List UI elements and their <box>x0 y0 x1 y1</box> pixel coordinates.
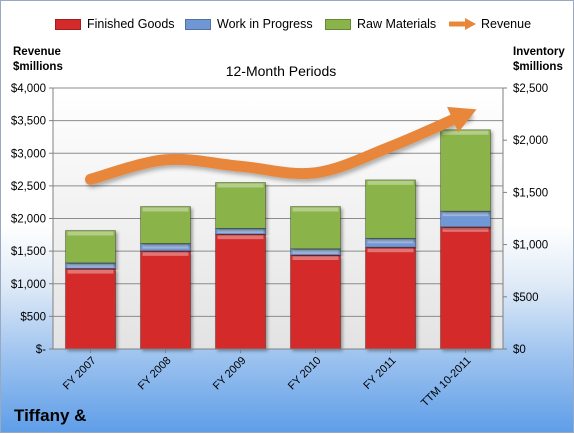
bar-finished-goods <box>440 226 491 350</box>
bar-highlight <box>292 207 339 212</box>
left-axis-title: Revenue $millions <box>13 45 63 75</box>
left-tick-label: $1,000 <box>11 279 46 291</box>
left-tick-label: $2,000 <box>11 214 46 226</box>
bar-finished-goods <box>140 250 191 350</box>
x-tick-label: FY 2011 <box>361 355 398 392</box>
right-axis-title-line-1: Inventory <box>513 46 565 58</box>
left-axis-title-line-1: Revenue <box>13 46 61 58</box>
x-tick-label: FY 2009 <box>211 355 249 393</box>
bar-highlight <box>67 269 114 274</box>
x-tick-label: TTM 10-2011 <box>419 355 474 410</box>
right-tick-label: $2,500 <box>513 83 548 95</box>
left-tick-label: $4,000 <box>11 83 46 95</box>
legend-label: Raw Materials <box>357 17 437 31</box>
left-tick-label: $3,500 <box>11 116 46 128</box>
bar-finished-goods <box>365 246 416 350</box>
right-tick-label: $1,000 <box>513 240 548 252</box>
legend-swatch-finished-goods <box>55 19 81 30</box>
left-tick-label: $2,500 <box>11 181 46 193</box>
bar-highlight <box>367 239 414 244</box>
bar-highlight <box>142 244 189 249</box>
bar-highlight <box>67 231 114 236</box>
bar-raw-materials <box>65 230 116 264</box>
bar-highlight <box>367 248 414 253</box>
bar-raw-materials <box>140 206 191 244</box>
x-tick-label: FY 2008 <box>136 355 174 393</box>
company-name: Tiffany & <box>14 406 87 425</box>
bar-highlight <box>292 249 339 254</box>
x-tick-label: FY 2007 <box>61 355 99 393</box>
bar-finished-goods <box>215 233 266 350</box>
right-tick-label: $1,500 <box>513 187 548 199</box>
bar-highlight <box>67 263 114 268</box>
left-tick-label: $1,500 <box>11 246 46 258</box>
legend-swatch-work-in-progress <box>185 19 211 30</box>
legend-swatch-raw-materials <box>325 19 351 30</box>
bar-finished-goods <box>65 268 116 350</box>
chart-title: 12-Month Periods <box>225 63 337 79</box>
right-tick-label: $2,000 <box>513 135 548 147</box>
left-tick-label: $- <box>36 344 46 356</box>
legend-label: Revenue <box>481 17 532 31</box>
right-tick-label: $0 <box>513 344 526 356</box>
bar-highlight <box>217 229 264 234</box>
left-tick-label: $3,000 <box>11 148 46 160</box>
bar-raw-materials <box>365 179 416 239</box>
bar-highlight <box>442 130 489 135</box>
legend-label: Finished Goods <box>87 17 175 31</box>
bar-highlight <box>442 227 489 232</box>
bar-finished-goods <box>290 254 341 350</box>
bar-highlight <box>367 180 414 185</box>
bar-highlight <box>142 207 189 212</box>
right-tick-label: $500 <box>513 292 539 304</box>
bar-highlight <box>142 251 189 256</box>
bar-raw-materials <box>440 129 491 212</box>
bar-highlight <box>217 235 264 240</box>
bar-highlight <box>292 256 339 261</box>
revenue-line <box>85 108 471 185</box>
right-axis-title-line-2: $millions <box>513 61 563 73</box>
bar-highlight <box>217 183 264 188</box>
legend-label: Work in Progress <box>217 17 313 31</box>
legend: Finished Goods Work in Progress Raw Mate… <box>1 17 574 33</box>
left-axis-title-line-2: $millions <box>13 61 63 73</box>
bar-highlight <box>442 212 489 217</box>
x-tick-label: FY 2010 <box>286 355 324 393</box>
legend-swatch-revenue <box>449 18 476 30</box>
bar-raw-materials <box>215 182 266 229</box>
revenue-arrowhead <box>447 106 477 133</box>
bar-raw-materials <box>290 206 341 250</box>
left-tick-label: $500 <box>20 311 46 323</box>
right-axis-title: Inventory $millions <box>513 45 565 75</box>
